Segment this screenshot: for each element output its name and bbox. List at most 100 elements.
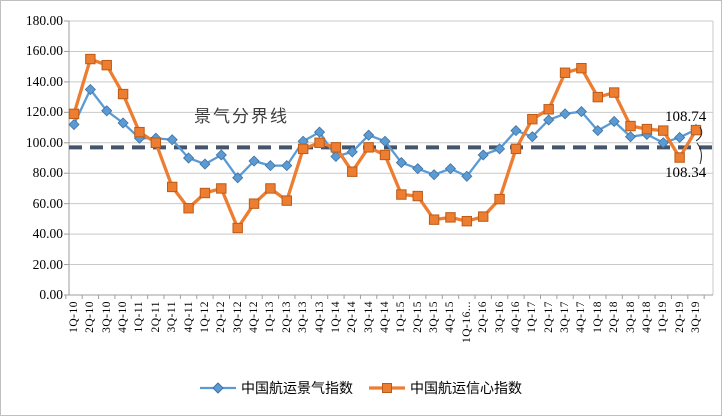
marker-diamond	[428, 169, 440, 181]
marker-square	[379, 149, 391, 161]
series-line-0	[72, 88, 698, 179]
y-axis-label: 140.00	[25, 73, 63, 89]
x-axis-label-text: 2Q-11	[149, 301, 162, 333]
x-axis-label: 4Q-12	[247, 301, 261, 333]
y-axis-label: 0.00	[39, 287, 63, 302]
x-axis-label: 4Q-13	[313, 301, 327, 333]
x-axis-label: 1Q-11	[132, 301, 146, 332]
x-axis-label: 1Q-16...	[460, 301, 474, 343]
marker-diamond	[264, 160, 276, 172]
x-axis-label-text: 4Q-10	[117, 301, 130, 333]
annotation-leader-top	[695, 126, 703, 142]
x-axis-label-text: 4Q-17	[575, 301, 588, 333]
marker-square	[117, 88, 129, 100]
x-axis-label: 3Q-15	[427, 301, 441, 333]
marker-square	[363, 142, 374, 153]
x-axis-label-text: 2Q-16	[477, 301, 490, 333]
marker-square	[396, 189, 407, 200]
marker-square	[183, 203, 194, 214]
marker-square	[559, 67, 571, 78]
x-axis-label: 2Q-17	[542, 301, 556, 333]
x-axis-label-text: 2Q-10	[84, 301, 97, 333]
legend-item-xinxin: 中国航运信心指数	[369, 378, 522, 398]
x-axis-label-text: 1Q-19	[657, 301, 670, 333]
x-axis-label-text: 4Q-14	[379, 301, 391, 333]
marker-square	[216, 183, 227, 194]
x-axis-label: 1Q-18	[591, 301, 605, 333]
x-axis-label: 2Q-14	[345, 301, 359, 333]
x-axis-label: 4Q-11	[182, 301, 196, 332]
marker-diamond	[215, 149, 227, 161]
x-axis-label-text: 3Q-12	[231, 301, 244, 333]
x-axis-label-text: 1Q-12	[198, 301, 211, 333]
marker-square	[478, 211, 489, 222]
x-axis-label: 3Q-19	[689, 301, 703, 333]
marker-diamond	[510, 125, 522, 137]
marker-diamond	[543, 114, 555, 126]
x-axis-label: 4Q-17	[574, 301, 588, 333]
y-axis-label: 60.00	[32, 195, 63, 211]
marker-square	[641, 123, 653, 135]
y-axis-label: 180.00	[25, 13, 63, 28]
marker-diamond	[84, 83, 96, 96]
x-axis-label-text: 1Q-14	[329, 301, 342, 333]
y-axis-label: 20.00	[32, 256, 63, 272]
x-axis-label-text: 1Q-13	[264, 301, 277, 333]
y-axis-label: 80.00	[32, 165, 63, 181]
marker-diamond	[461, 170, 473, 182]
x-axis-label: 2Q-10	[83, 301, 97, 333]
x-axis-label: 3Q-13	[296, 301, 310, 333]
x-axis-label: 4Q-15	[443, 301, 457, 333]
marker-square	[150, 137, 162, 148]
x-axis-label: 1Q-13	[263, 301, 277, 333]
x-axis-label: 2Q-11	[149, 301, 163, 332]
x-axis-label-text: 4Q-13	[313, 301, 326, 333]
marker-diamond	[657, 137, 669, 149]
x-axis-label: 3Q-10	[100, 301, 114, 333]
marker-square	[428, 214, 440, 225]
x-axis-label: 2Q-12	[214, 301, 228, 333]
marker-square	[658, 125, 669, 136]
marker-square	[101, 59, 112, 71]
x-axis-label-text: 3Q-16	[493, 301, 506, 333]
marker-diamond	[346, 146, 358, 158]
legend: 中国航运景气指数 中国航运信心指数	[1, 378, 721, 398]
x-axis-label: 1Q-12	[198, 301, 212, 333]
marker-diamond	[248, 155, 260, 167]
x-axis-label: 4Q-10	[116, 301, 130, 333]
x-axis-label: 1Q-19	[656, 301, 670, 333]
x-axis-label-text: 3Q-15	[428, 301, 441, 333]
marker-square	[199, 187, 211, 199]
x-axis-label-text: 1Q-17	[526, 301, 539, 333]
x-axis-label-text: 3Q-10	[100, 301, 113, 333]
marker-square	[134, 126, 145, 138]
marker-diamond	[624, 131, 637, 143]
marker-square	[232, 222, 243, 234]
marker-square	[576, 62, 587, 74]
x-axis-label: 4Q-18	[640, 301, 654, 333]
marker-diamond	[526, 131, 538, 143]
x-axis-label-text: 1Q-15	[395, 301, 408, 333]
marker-diamond	[575, 106, 587, 118]
x-axis-label: 2Q-18	[607, 301, 621, 333]
marker-square	[248, 198, 260, 209]
marker-diamond	[444, 163, 457, 175]
marker-diamond	[117, 117, 129, 129]
y-axis-label: 120.00	[25, 104, 63, 120]
x-axis-label-text: 3Q-18	[624, 301, 637, 333]
x-axis-label-text: 2Q-19	[673, 301, 686, 333]
marker-diamond	[592, 125, 604, 137]
marker-square	[314, 137, 325, 148]
x-axis-label: 3Q-16	[493, 301, 507, 333]
x-axis-label: 3Q-17	[558, 301, 572, 333]
x-axis-label-text: 4Q-15	[444, 301, 457, 333]
x-axis-label-text: 1Q-16...	[460, 301, 473, 344]
marker-square	[297, 143, 309, 155]
marker-diamond	[166, 134, 178, 146]
marker-square	[445, 212, 456, 223]
marker-square	[347, 166, 358, 177]
legend-label-jingqi: 中国航运景气指数	[241, 382, 353, 397]
x-axis-label: 3Q-11	[165, 301, 179, 332]
marker-square	[461, 215, 473, 227]
x-axis-label-text: 2Q-14	[346, 301, 359, 333]
